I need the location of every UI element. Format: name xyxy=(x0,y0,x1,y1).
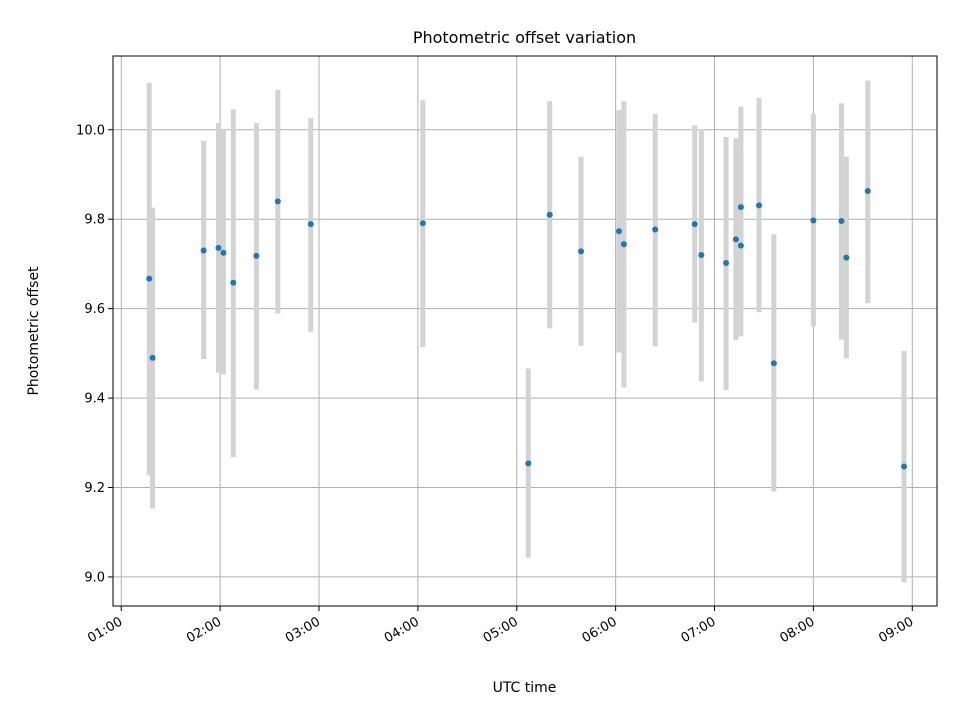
plot-frame xyxy=(112,55,938,607)
chart-title: Photometric offset variation xyxy=(413,28,636,47)
data-point xyxy=(756,202,763,209)
data-point xyxy=(615,228,622,235)
y-tick-label: 9.0 xyxy=(84,570,105,585)
data-point xyxy=(200,247,207,254)
data-point xyxy=(274,198,281,205)
x-tick-label: 08:00 xyxy=(777,614,817,646)
y-axis-label: Photometric offset xyxy=(26,266,42,396)
data-point xyxy=(620,241,627,248)
x-tick-label: 09:00 xyxy=(876,614,916,646)
data-point xyxy=(215,244,222,251)
data-point xyxy=(901,463,908,470)
y-tick-label: 9.2 xyxy=(84,481,105,496)
data-point xyxy=(810,217,817,224)
x-tick-label: 05:00 xyxy=(481,614,521,646)
grid-lines xyxy=(113,56,937,606)
x-tick-label: 02:00 xyxy=(184,614,224,646)
data-point xyxy=(737,242,744,249)
data-point xyxy=(253,252,260,259)
y-axis-ticks: 9.0 9.2 9.4 9.6 9.8 10.0 xyxy=(76,123,113,585)
error-bars xyxy=(146,80,907,583)
y-tick-label: 9.6 xyxy=(84,302,105,317)
x-tick-label: 06:00 xyxy=(580,614,620,646)
data-point xyxy=(146,275,153,282)
data-point xyxy=(737,204,744,211)
data-point xyxy=(578,248,585,255)
y-tick-label: 9.8 xyxy=(84,213,105,228)
data-point xyxy=(723,260,730,267)
data-point xyxy=(732,236,739,243)
x-axis-ticks: 01:00 02:00 03:00 04:00 05:00 06:00 07:00 08:00… xyxy=(85,606,916,646)
data-point xyxy=(838,218,845,224)
x-axis-label: UTC time xyxy=(493,680,557,696)
data-point xyxy=(525,460,532,467)
y-tick-label: 10.0 xyxy=(76,123,105,138)
x-tick-label: 04:00 xyxy=(382,614,422,646)
data-point xyxy=(419,220,426,227)
data-point xyxy=(230,279,237,286)
data-point xyxy=(843,254,850,261)
data-point xyxy=(864,188,871,195)
x-tick-label: 03:00 xyxy=(283,614,323,646)
x-tick-label: 07:00 xyxy=(679,614,719,646)
data-point xyxy=(546,211,553,218)
data-point xyxy=(770,360,777,367)
data-point xyxy=(220,249,227,256)
x-tick-label: 01:00 xyxy=(85,614,125,646)
data-point xyxy=(307,221,314,228)
data-point xyxy=(691,221,698,228)
data-point xyxy=(149,354,156,361)
data-point xyxy=(698,251,705,258)
data-point xyxy=(652,226,659,233)
data-points xyxy=(146,188,908,470)
y-tick-label: 9.4 xyxy=(84,392,105,407)
